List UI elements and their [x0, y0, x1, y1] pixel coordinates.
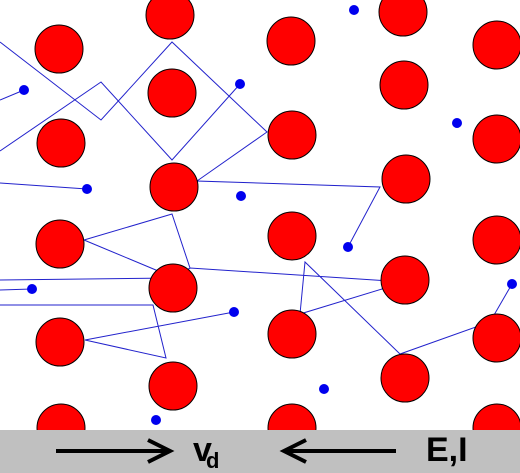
electron [229, 307, 239, 317]
drift-velocity-subscript: d [206, 448, 219, 473]
lattice-ion [149, 162, 199, 212]
lattice-ion [147, 68, 197, 118]
lattice-ion [267, 211, 317, 261]
lattice-ion [266, 16, 316, 66]
legend-bar: v d E,I [0, 430, 520, 473]
electron-path-4 [0, 182, 88, 190]
drift-velocity-label: v [193, 431, 212, 469]
lattice-ion [148, 263, 198, 313]
background [0, 0, 520, 430]
lattice-ion [267, 309, 317, 359]
electron [27, 284, 37, 294]
lattice-ion [35, 219, 85, 269]
electron [343, 242, 353, 252]
electron [452, 118, 462, 128]
electron [236, 191, 246, 201]
lattice-ions [34, 0, 520, 453]
field-current-label: E,I [426, 431, 468, 469]
lattice-ion [381, 154, 431, 204]
lattice-ion [472, 215, 520, 265]
electron [319, 384, 329, 394]
electron-path-2 [0, 81, 241, 161]
drift-arrow-icon [56, 438, 175, 464]
lattice-ion [379, 60, 429, 110]
electron-path-7 [0, 304, 235, 359]
lattice-ion [472, 114, 520, 164]
electron [19, 85, 29, 95]
lattice-ion [378, 0, 428, 37]
electron-path-6 [0, 288, 33, 291]
lattice-ion [472, 313, 520, 363]
lattice-ion [148, 361, 198, 411]
lattice-ion [34, 24, 84, 74]
lattice-ion [472, 20, 520, 70]
lattice-ion [380, 255, 430, 305]
electron [349, 5, 359, 15]
electron [235, 79, 245, 89]
lattice-ion [267, 110, 317, 160]
electron [82, 184, 92, 194]
electron-path-8 [83, 213, 191, 279]
electron-path-1 [0, 41, 381, 248]
field-arrow-icon [279, 438, 396, 464]
electron [151, 415, 161, 425]
lattice-ion [35, 317, 85, 367]
electron [507, 279, 517, 289]
free-electrons [19, 5, 517, 425]
lattice-ion [380, 353, 430, 403]
lattice-ion [36, 118, 86, 168]
lattice-ion [145, 0, 195, 40]
